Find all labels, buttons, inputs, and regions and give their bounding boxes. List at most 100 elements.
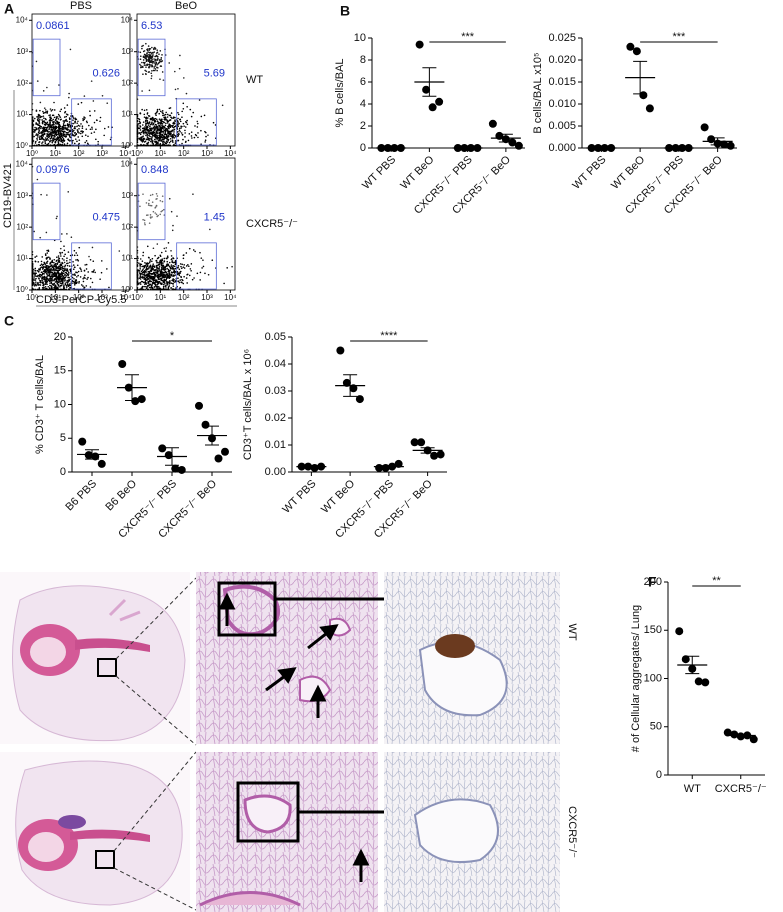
event-dot	[68, 288, 71, 291]
event-dot	[33, 230, 35, 233]
event-dot	[168, 119, 171, 122]
event-dot	[35, 133, 38, 135]
event-dot	[32, 124, 34, 127]
event-dot	[31, 140, 34, 143]
event-dot	[53, 269, 55, 272]
significance-label: ****	[380, 330, 398, 342]
x-tick-label: 10⁴	[119, 149, 132, 158]
event-dot	[155, 192, 158, 195]
event-dot	[80, 284, 83, 286]
event-dot	[67, 191, 70, 193]
event-dot	[82, 277, 84, 280]
event-dot	[155, 213, 158, 216]
y-tick-label: 100	[644, 672, 662, 684]
event-dot	[153, 47, 155, 50]
event-dot	[91, 126, 93, 129]
event-dot	[32, 282, 35, 285]
event-dot	[156, 49, 159, 51]
event-dot	[137, 122, 140, 125]
event-dot	[53, 109, 56, 111]
event-dot	[150, 280, 153, 283]
event-dot	[40, 274, 43, 277]
event-dot	[154, 133, 157, 135]
event-dot	[37, 288, 40, 291]
event-dot	[40, 131, 43, 133]
event-dot	[177, 139, 179, 142]
event-dot	[75, 252, 78, 254]
event-dot	[148, 48, 151, 50]
event-dot	[103, 134, 105, 137]
event-dot	[162, 79, 165, 81]
event-dot	[221, 104, 224, 107]
event-dot	[160, 58, 162, 61]
event-dot	[57, 123, 60, 125]
event-dot	[34, 270, 37, 272]
event-dot	[87, 271, 90, 273]
event-dot	[55, 132, 57, 135]
gate	[137, 182, 166, 241]
event-dot	[159, 199, 162, 202]
event-dot	[165, 265, 168, 268]
event-dot	[74, 138, 77, 140]
event-dot	[81, 125, 84, 128]
event-dot	[91, 270, 93, 273]
event-dot	[194, 250, 196, 253]
panel-letter: F	[648, 574, 657, 590]
event-dot	[63, 130, 66, 133]
event-dot	[178, 122, 180, 125]
event-dot	[66, 123, 69, 125]
event-dot	[31, 144, 34, 147]
event-dot	[41, 272, 44, 275]
event-dot	[154, 274, 156, 277]
event-dot	[139, 51, 142, 54]
event-dot	[72, 119, 74, 121]
event-dot	[57, 140, 60, 142]
event-dot	[69, 258, 71, 261]
heart-lumen	[30, 637, 66, 667]
event-dot	[152, 282, 154, 284]
vessel	[199, 891, 301, 907]
event-dot	[164, 265, 166, 268]
event-dot	[58, 259, 60, 261]
event-dot	[164, 268, 167, 271]
event-dot	[165, 286, 167, 288]
event-dot	[166, 144, 168, 147]
event-dot	[205, 135, 207, 138]
event-dot	[45, 278, 48, 281]
event-dot	[79, 132, 82, 135]
event-dot	[31, 260, 34, 263]
event-dot	[74, 118, 77, 121]
event-dot	[136, 286, 139, 289]
event-dot	[155, 141, 158, 143]
event-dot	[177, 111, 179, 114]
y-tick-label: 10⁴	[121, 15, 134, 24]
event-dot	[50, 269, 52, 271]
event-dot	[47, 134, 50, 137]
event-dot	[47, 136, 50, 139]
event-dot	[44, 254, 47, 257]
event-dot	[159, 275, 161, 278]
event-dot	[43, 120, 45, 122]
data-point	[701, 678, 710, 687]
event-dot	[171, 261, 174, 264]
event-dot	[66, 272, 68, 275]
event-dot	[169, 137, 172, 140]
event-dot	[49, 257, 51, 259]
event-dot	[62, 128, 65, 130]
event-dot	[149, 144, 152, 147]
data-point	[349, 384, 358, 393]
event-dot	[38, 125, 41, 127]
event-dot	[57, 288, 60, 291]
event-dot	[145, 287, 148, 290]
event-dot	[192, 249, 195, 251]
event-dot	[146, 52, 148, 54]
event-dot	[141, 269, 144, 271]
event-dot	[147, 114, 150, 117]
event-dot	[46, 269, 49, 272]
event-dot	[136, 282, 139, 284]
event-dot	[37, 115, 40, 117]
event-dot	[77, 274, 79, 277]
event-dot	[59, 247, 62, 250]
y-tick-label: 10³	[121, 191, 133, 200]
event-dot	[43, 288, 46, 291]
